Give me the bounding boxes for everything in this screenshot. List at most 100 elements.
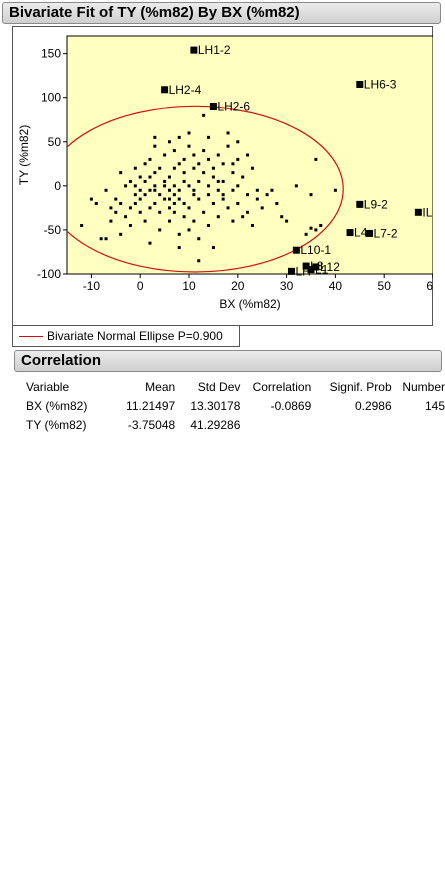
x-tick-label: 10 <box>182 279 196 293</box>
y-tick-label: 100 <box>41 91 61 105</box>
table-row: BX (%m82) 11.21497 13.30178 -0.0869 0.29… <box>20 396 445 415</box>
correlation-header[interactable]: Correlation <box>14 350 442 372</box>
y-tick-label: 150 <box>41 47 61 61</box>
data-point <box>275 202 278 205</box>
data-point <box>192 220 195 223</box>
data-point <box>173 193 176 196</box>
labeled-data-point <box>366 230 373 237</box>
data-point <box>197 259 200 262</box>
data-point <box>148 189 151 192</box>
data-point <box>168 206 171 209</box>
col-header-mean: Mean <box>102 377 175 396</box>
cell-variable: TY (%m82) <box>20 415 102 434</box>
data-point <box>202 171 205 174</box>
data-point <box>236 158 239 161</box>
y-tick-label: 0 <box>54 179 61 193</box>
data-point <box>305 233 308 236</box>
data-point <box>197 162 200 165</box>
data-point <box>236 184 239 187</box>
data-point <box>212 176 215 179</box>
bivariate-fit-header[interactable]: Bivariate Fit of TY (%m82) By BX (%m82) <box>2 2 441 24</box>
data-point-label: LH2-6 <box>217 100 250 114</box>
data-point-label: LH1-2 <box>198 43 231 57</box>
data-point-label: L9-2 <box>364 197 388 211</box>
data-point <box>246 193 249 196</box>
data-point <box>202 149 205 152</box>
data-point-label: L10-1 <box>300 243 331 257</box>
data-point <box>114 198 117 201</box>
data-point <box>212 167 215 170</box>
data-point <box>241 176 244 179</box>
data-point <box>148 242 151 245</box>
data-point <box>90 198 93 201</box>
data-point <box>183 158 186 161</box>
data-point <box>148 176 151 179</box>
col-header-variable: Variable <box>20 377 102 396</box>
correlation-table: Variable Mean Std Dev Correlation Signif… <box>20 377 445 434</box>
data-point <box>241 215 244 218</box>
data-point <box>285 220 288 223</box>
data-point <box>207 158 210 161</box>
data-point <box>178 136 181 139</box>
data-point <box>105 237 108 240</box>
data-point <box>153 136 156 139</box>
correlation-title: Correlation <box>21 352 101 369</box>
data-point <box>202 114 205 117</box>
cell-mean: -3.75048 <box>102 415 175 434</box>
data-point <box>153 145 156 148</box>
data-point <box>168 220 171 223</box>
data-point <box>227 145 230 148</box>
data-point <box>212 202 215 205</box>
x-tick-label: 0 <box>137 279 144 293</box>
data-point <box>183 171 186 174</box>
data-point <box>80 224 83 227</box>
legend-swatch-ellipse <box>19 336 43 337</box>
data-point <box>178 162 181 165</box>
data-point-label: LH2-4 <box>169 83 202 97</box>
data-point <box>246 211 249 214</box>
data-point <box>173 149 176 152</box>
data-point <box>197 237 200 240</box>
data-point <box>212 246 215 249</box>
data-point <box>236 140 239 143</box>
data-point-label: IL6-3 <box>422 205 433 219</box>
data-point <box>134 184 137 187</box>
data-point <box>178 246 181 249</box>
data-point <box>217 180 220 183</box>
data-point <box>148 206 151 209</box>
data-point <box>207 184 210 187</box>
data-point <box>227 131 230 134</box>
labeled-data-point <box>347 229 354 236</box>
x-tick-label: 20 <box>231 279 245 293</box>
cell-number <box>392 415 445 434</box>
table-row: TY (%m82) -3.75048 41.29286 <box>20 415 445 434</box>
data-point <box>144 220 147 223</box>
data-point <box>163 198 166 201</box>
y-tick-label: -50 <box>44 223 62 237</box>
data-point <box>139 176 142 179</box>
data-point <box>188 206 191 209</box>
col-header-correlation: Correlation <box>240 377 311 396</box>
x-tick-label: 30 <box>280 279 294 293</box>
data-point <box>163 184 166 187</box>
data-point <box>168 176 171 179</box>
data-point <box>231 189 234 192</box>
data-point <box>173 211 176 214</box>
cell-std-dev: 13.30178 <box>175 396 240 415</box>
data-point <box>188 131 191 134</box>
data-point <box>192 167 195 170</box>
data-point <box>178 198 181 201</box>
bivariate-fit-title: Bivariate Fit of TY (%m82) By BX (%m82) <box>9 4 300 21</box>
data-point <box>100 237 103 240</box>
labeled-data-point <box>356 81 363 88</box>
data-point <box>280 215 283 218</box>
data-point <box>222 180 225 183</box>
data-point <box>227 206 230 209</box>
x-tick-label: 50 <box>378 279 392 293</box>
data-point <box>134 202 137 205</box>
data-point-label: L7-2 <box>374 226 398 240</box>
data-point <box>310 227 313 230</box>
data-point <box>183 202 186 205</box>
data-point <box>246 154 249 157</box>
